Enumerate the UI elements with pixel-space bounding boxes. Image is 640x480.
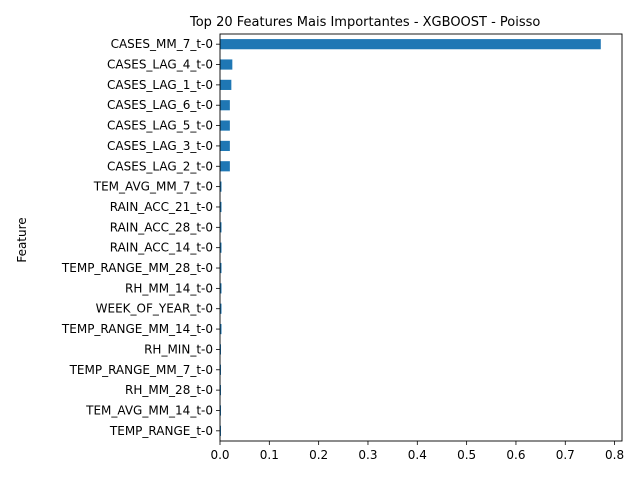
y-tick-label-18: TEM_AVG_MM_14_t-0 — [85, 403, 213, 417]
bar-2 — [220, 79, 232, 90]
x-tick-label-8: 0.8 — [605, 448, 624, 462]
x-tick-label-7: 0.7 — [556, 448, 575, 462]
bar-16 — [220, 364, 221, 375]
y-tick-label-14: TEMP_RANGE_MM_14_t-0 — [61, 322, 213, 336]
y-tick-label-19: TEMP_RANGE_t-0 — [109, 424, 213, 438]
bar-15 — [220, 344, 221, 355]
bar-18 — [220, 405, 221, 416]
y-tick-label-2: CASES_LAG_1_t-0 — [107, 78, 213, 92]
bar-3 — [220, 100, 230, 111]
bar-10 — [220, 242, 222, 253]
x-tick-label-6: 0.6 — [506, 448, 525, 462]
y-tick-label-3: CASES_LAG_6_t-0 — [107, 98, 213, 112]
x-tick-label-2: 0.2 — [309, 448, 328, 462]
y-tick-label-9: RAIN_ACC_28_t-0 — [110, 220, 213, 234]
y-tick-label-4: CASES_LAG_5_t-0 — [107, 119, 213, 133]
y-tick-label-11: TEMP_RANGE_MM_28_t-0 — [61, 261, 213, 275]
bars-group — [220, 39, 601, 436]
bar-1 — [220, 59, 233, 70]
bar-9 — [220, 222, 222, 233]
y-tick-label-5: CASES_LAG_3_t-0 — [107, 139, 213, 153]
bar-0 — [220, 39, 601, 50]
y-tick-label-12: RH_MM_14_t-0 — [125, 281, 213, 295]
bar-5 — [220, 140, 230, 152]
bar-7 — [220, 181, 222, 192]
bar-12 — [220, 283, 222, 294]
y-tick-label-1: CASES_LAG_4_t-0 — [107, 58, 213, 72]
y-tick-label-8: RAIN_ACC_21_t-0 — [110, 200, 213, 214]
x-ticks-group: 0.0 0.1 0.2 0.3 0.4 0.5 0.6 0.7 0.8 — [210, 441, 624, 462]
x-tick-label-3: 0.3 — [358, 448, 377, 462]
plot-frame — [219, 33, 623, 442]
bar-11 — [220, 262, 222, 274]
y-tick-label-17: RH_MM_28_t-0 — [125, 383, 213, 397]
x-tick-label-0: 0.0 — [210, 448, 229, 462]
x-tick-label-5: 0.5 — [457, 448, 476, 462]
bar-8 — [220, 201, 222, 213]
y-ticks-group: CASES_MM_7_t-0 CASES_LAG_4_t-0 CASES_LAG_1… — [61, 37, 220, 438]
y-tick-label-16: TEMP_RANGE_MM_7_t-0 — [69, 363, 213, 377]
bar-14 — [220, 323, 222, 335]
bar-17 — [220, 385, 221, 396]
y-tick-label-7: TEM_AVG_MM_7_t-0 — [93, 180, 213, 194]
y-tick-label-15: RH_MIN_t-0 — [144, 342, 213, 356]
bar-6 — [220, 161, 230, 172]
chart-title: Top 20 Features Mais Importantes - XGBOO… — [189, 15, 540, 30]
bar-4 — [220, 120, 230, 131]
y-tick-label-6: CASES_LAG_2_t-0 — [107, 159, 213, 173]
y-tick-label-10: RAIN_ACC_14_t-0 — [110, 241, 213, 255]
bar-19 — [220, 425, 221, 436]
x-tick-label-4: 0.4 — [408, 448, 427, 462]
bar-13 — [220, 303, 222, 314]
x-tick-label-1: 0.1 — [260, 448, 279, 462]
y-tick-label-13: WEEK_OF_YEAR_t-0 — [96, 302, 213, 316]
y-tick-label-0: CASES_MM_7_t-0 — [111, 37, 213, 51]
y-axis-label: Feature — [15, 217, 29, 262]
